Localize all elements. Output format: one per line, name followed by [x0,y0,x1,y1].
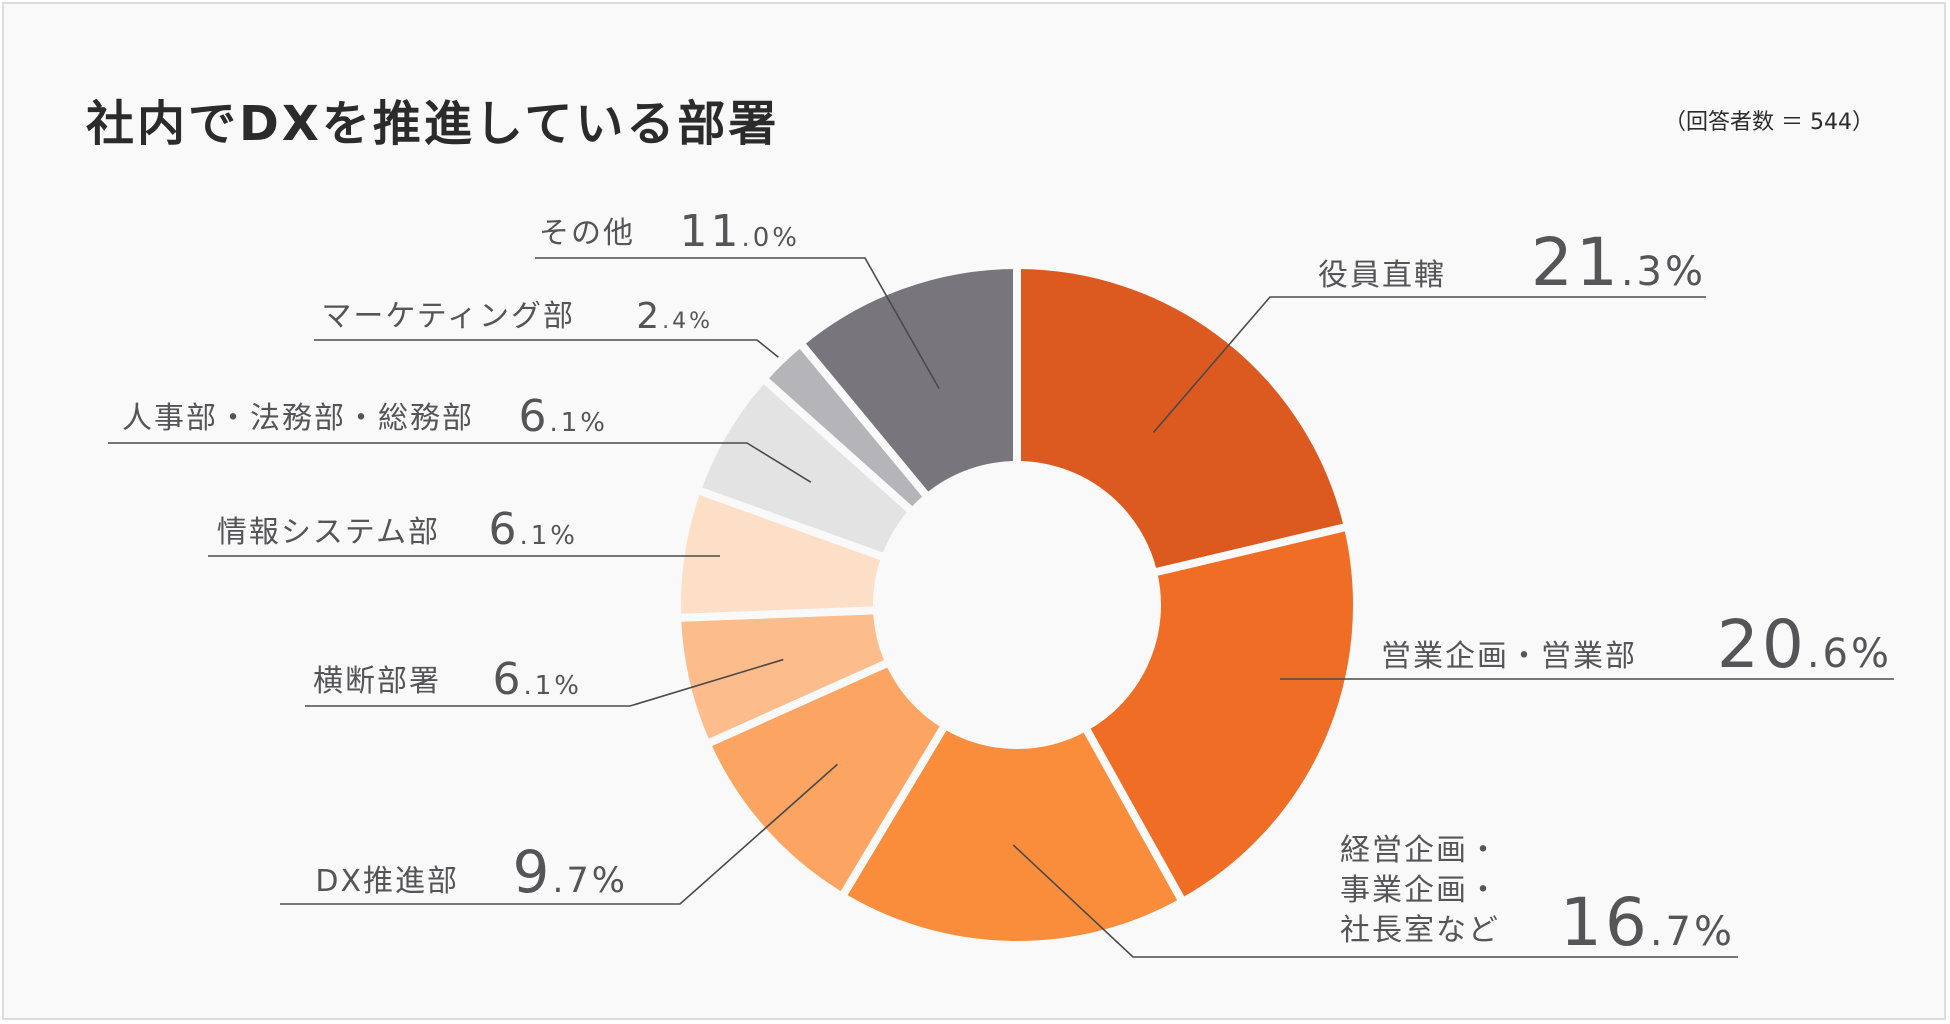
slice-4-leader-line [280,763,839,905]
slice-1-value: 21.3% [1531,224,1706,301]
slice-1-leader-line [1152,296,1706,433]
slice-8-label: マーケティング部 [321,299,575,334]
slice-6-label: 情報システム部 [217,515,440,550]
respondent-count: （回答者数 ＝ 544） [1664,110,1874,135]
slice-8-value: 2.4% [636,296,713,337]
slice-2-value: 20.6% [1717,606,1892,683]
slice-7-leader-line [108,442,812,483]
slice-9-label: その他 [539,216,635,251]
slice-2-label: 営業企画・営業部 [1381,639,1637,674]
slice-labels: 役員直轄 21.3% 営業企画・営業部 20.6% 経営企画・事業企画・社長室など 16.… [108,206,1894,961]
slice-5-value: 6.1% [492,654,582,705]
slice-3-label-line-3: 社長室など [1340,913,1500,948]
slice-7-value: 6.1% [518,391,608,442]
slice-3-leader-line [1012,844,1738,958]
slice-5-label: 横断部署 [313,664,441,699]
slice-1-wedge [1013,260,1353,578]
slice-7-label: 人事部・法務部・総務部 [122,401,474,436]
chart-title: 社内でDXを推進している部署 [86,96,780,152]
slice-3-wedge [836,719,1189,949]
slice-9-leader-line [535,257,940,389]
slice-3-value: 16.7% [1560,884,1735,961]
slice-3-label-line-1: 経営企画・ [1340,833,1500,868]
donut-slices [673,260,1361,949]
slice-8-leader-line [314,339,779,358]
slice-4-value: 9.7% [512,838,628,906]
slice-3-label-line-2: 事業企画・ [1340,873,1500,908]
slice-9-wedge [794,260,1021,503]
slice-4-label: DX推進部 [315,864,459,899]
slice-9-value: 11.0% [679,206,800,257]
slice-2-wedge [1079,521,1361,908]
slice-5-leader-line [305,658,784,707]
slice-6-value: 6.1% [488,504,578,555]
slice-1-label: 役員直轄 [1318,258,1446,293]
